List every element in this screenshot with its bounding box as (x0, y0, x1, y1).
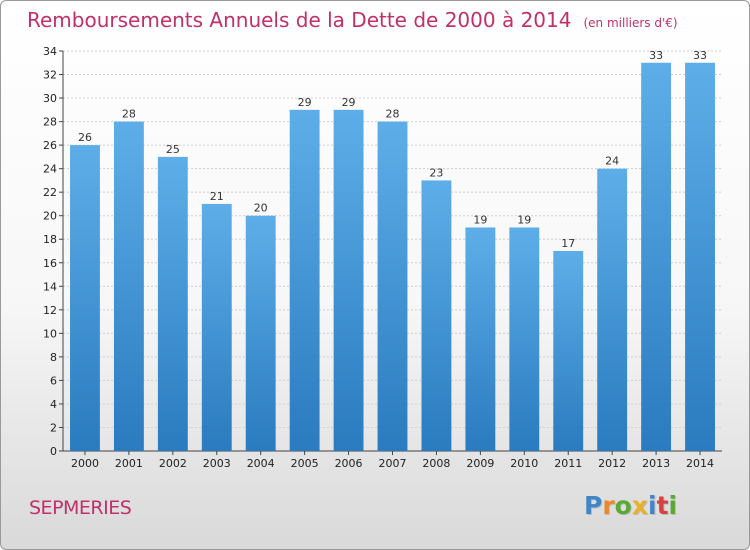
proxiti-logo[interactable]: Proxiti (584, 491, 677, 520)
bar-value-label: 28 (386, 108, 400, 121)
y-tick-label: 20 (43, 210, 57, 223)
logo-letter: o (614, 491, 632, 520)
y-tick-label: 6 (50, 374, 57, 387)
x-tick-label: 2005 (291, 457, 319, 470)
bar-2002 (157, 156, 188, 451)
x-tick-label: 2007 (379, 457, 407, 470)
bar-2005 (289, 109, 320, 451)
y-tick-label: 28 (43, 116, 57, 129)
bar-value-label: 17 (561, 237, 575, 250)
logo-letter: t (656, 491, 669, 520)
bar-2004 (245, 215, 276, 451)
bar-value-label: 19 (517, 213, 531, 226)
y-tick-label: 12 (43, 304, 57, 317)
y-tick-label: 8 (50, 351, 57, 364)
bar-value-label: 33 (649, 49, 663, 62)
y-tick-label: 18 (43, 233, 57, 246)
bar-value-label: 25 (166, 143, 180, 156)
bar-value-label: 19 (473, 213, 487, 226)
y-tick-label: 34 (43, 45, 57, 58)
x-tick-label: 2012 (598, 457, 626, 470)
bar-2010 (509, 227, 540, 451)
y-tick-label: 2 (50, 421, 57, 434)
x-tick-label: 2003 (203, 457, 231, 470)
bar-value-label: 29 (298, 96, 312, 109)
bar-2008 (421, 180, 452, 452)
y-tick-label: 16 (43, 257, 57, 270)
x-tick-label: 2013 (642, 457, 670, 470)
logo-letter: P (584, 491, 603, 520)
y-tick-label: 26 (43, 139, 57, 152)
bars: 26 28 25 21 20 29 29 28 23 19 19 17 24 33 33 (70, 49, 715, 452)
x-tick-label: 2011 (554, 457, 582, 470)
y-tick-label: 30 (43, 92, 57, 105)
bar-value-label: 29 (342, 96, 356, 109)
bar-2011 (553, 251, 584, 451)
logo-letter: r (602, 491, 615, 520)
y-tick-label: 22 (43, 186, 57, 199)
x-tick-label: 2000 (71, 457, 99, 470)
y-tick-label: 0 (50, 445, 57, 458)
chart-title: Remboursements Annuels de la Dette de 20… (27, 8, 678, 32)
bar-2001 (113, 121, 144, 452)
x-tick-label: 2004 (247, 457, 275, 470)
chart-unit: (en milliers d'€) (583, 16, 678, 30)
place-name: SEPMERIES (29, 497, 132, 519)
logo-letter: x (631, 491, 648, 520)
bar-2012 (597, 168, 628, 451)
bar-2000 (70, 145, 100, 451)
bar-2013 (641, 62, 672, 451)
bar-2014 (685, 62, 715, 451)
bar-value-label: 33 (693, 49, 707, 62)
x-tick-label: 2006 (335, 457, 363, 470)
bar-value-label: 26 (78, 131, 92, 144)
y-tick-label: 10 (43, 327, 57, 340)
bar-2007 (377, 121, 408, 452)
bar-value-label: 24 (605, 155, 619, 168)
x-tick-label: 2002 (159, 457, 187, 470)
bar-value-label: 21 (210, 190, 224, 203)
bar-2009 (465, 227, 496, 451)
x-tick-label: 2001 (115, 457, 143, 470)
bar-value-label: 20 (254, 202, 268, 215)
y-tick-label: 32 (43, 69, 57, 82)
y-tick-label: 14 (43, 280, 57, 293)
logo-letter: i (668, 491, 678, 520)
bar-value-label: 28 (122, 108, 136, 121)
x-tick-label: 2014 (686, 457, 714, 470)
bar-value-label: 23 (429, 166, 443, 179)
x-tick-label: 2009 (466, 457, 494, 470)
bar-2003 (201, 203, 232, 451)
bar-2006 (333, 109, 364, 451)
logo-letter: i (648, 491, 657, 520)
y-tick-label: 24 (43, 163, 57, 176)
chart-title-text: Remboursements Annuels de la Dette de 20… (27, 8, 572, 32)
x-tick-label: 2010 (510, 457, 538, 470)
y-tick-label: 4 (50, 398, 57, 411)
x-tick-label: 2008 (422, 457, 450, 470)
